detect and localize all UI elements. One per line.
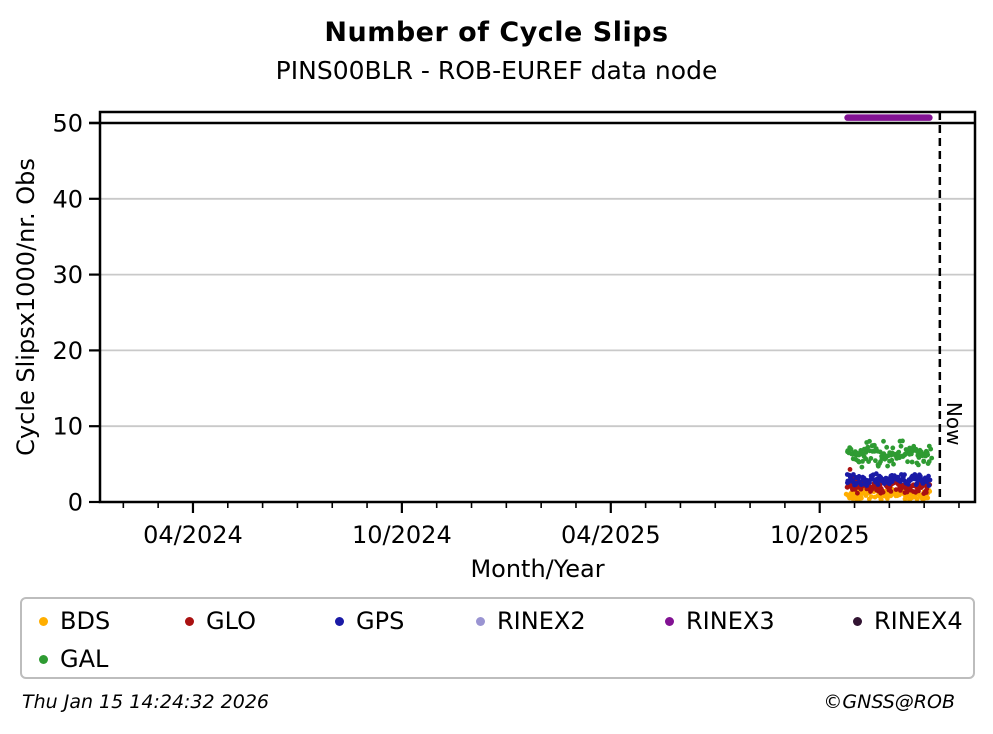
series-GAL-points — [845, 438, 935, 470]
legend-marker-bds-icon — [39, 616, 48, 626]
x-axis-label: Month/Year — [470, 555, 604, 583]
legend-label: RINEX2 — [497, 607, 586, 635]
y-tick-label: 50 — [52, 109, 83, 137]
now-label: Now — [942, 402, 966, 446]
y-tick-label: 0 — [68, 489, 83, 517]
legend-marker-gal-icon — [39, 654, 48, 664]
legend-marker-rinex2-icon — [476, 616, 485, 626]
legend-label: GLO — [206, 607, 257, 635]
plot-timestamp: Thu Jan 15 14:24:32 2026 — [22, 691, 269, 713]
legend-item-bds: BDS — [39, 606, 110, 636]
legend-label: GPS — [356, 607, 405, 635]
chart-title: Number of Cycle Slips — [324, 17, 669, 48]
chart-subtitle: PINS00BLR - ROB-EUREF data node — [275, 56, 718, 85]
legend: BDS GLO GPS RINEX2 RINEX3 RINEX4 GAL — [20, 597, 975, 679]
legend-item-rinex2: RINEX2 — [476, 606, 586, 636]
copyright-credit: ©GNSS@ROB — [823, 691, 955, 713]
x-tick-label: 10/2024 — [352, 521, 452, 549]
legend-marker-rinex3-icon — [665, 616, 674, 626]
plot-area: 04/2024 10/2024 04/2025 10/2025 0 10 20 30 40 50 M… — [12, 109, 977, 583]
x-tick-label: 10/2025 — [770, 521, 870, 549]
legend-marker-gps-icon — [335, 616, 344, 626]
legend-item-rinex3: RINEX3 — [665, 606, 775, 636]
y-tick-label: 10 — [52, 413, 83, 441]
y-tick-label: 20 — [52, 337, 83, 365]
plot-frame — [98, 110, 977, 504]
x-axis-ticks: 04/2024 10/2024 04/2025 10/2025 — [122, 502, 960, 549]
x-tick-label: 04/2024 — [143, 521, 243, 549]
series-GPS-points — [844, 471, 933, 488]
y-tick-label: 40 — [52, 185, 83, 213]
legend-marker-rinex4-icon — [853, 616, 862, 626]
y-axis-ticks: 0 10 20 30 40 50 — [52, 109, 100, 517]
legend-item-glo: GLO — [185, 606, 256, 636]
x-tick-label: 04/2025 — [561, 521, 661, 549]
legend-label: BDS — [60, 607, 111, 635]
y-tick-label: 30 — [52, 261, 83, 289]
y-axis-label: Cycle Slipsx1000/nr. Obs — [12, 158, 40, 456]
legend-marker-glo-icon — [185, 616, 194, 626]
legend-item-gps: GPS — [335, 606, 404, 636]
legend-item-gal: GAL — [39, 644, 108, 674]
legend-label: RINEX4 — [874, 607, 963, 635]
legend-label: GAL — [60, 645, 109, 673]
legend-label: RINEX3 — [686, 607, 775, 635]
legend-item-rinex4: RINEX4 — [853, 606, 963, 636]
gridlines — [100, 197, 975, 428]
